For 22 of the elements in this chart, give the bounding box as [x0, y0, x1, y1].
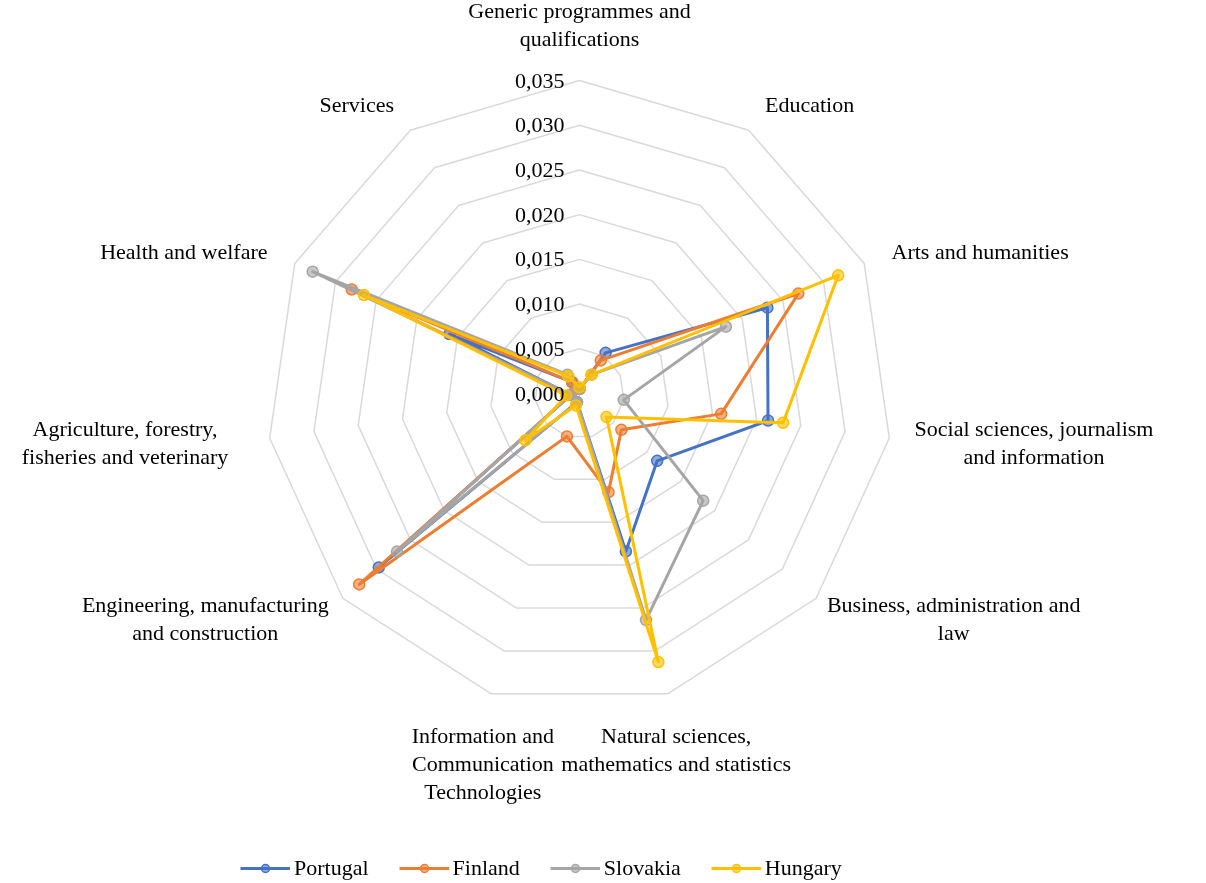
y-tick-label: 0,005 — [515, 335, 565, 361]
y-tick-label: 0,010 — [515, 291, 565, 317]
spoke-label: Education — [764, 92, 855, 118]
spoke-label: Health and welfare — [100, 238, 268, 264]
spoke-label: Agriculture, forestry, fisheries and veterinary — [21, 415, 229, 469]
y-tick-label: 0,030 — [515, 112, 565, 138]
spoke-label: Information and Communication Technologies — [411, 722, 555, 804]
spoke-label: Generic programmes and qualifications — [468, 0, 691, 51]
y-tick-label: 0,035 — [515, 67, 565, 93]
spoke-label: Engineering, manufacturing and construction — [81, 591, 329, 645]
y-tick-label: 0,020 — [515, 201, 565, 227]
legend-label: Slovakia — [603, 855, 681, 881]
spoke-label: Services — [319, 92, 395, 118]
spoke-label: Natural sciences, mathematics and statistics — [561, 722, 792, 776]
spoke-label: Social sciences, journalism and information — [914, 415, 1154, 469]
legend-label: Portugal — [294, 855, 369, 881]
spoke-label: Business, administration and law — [826, 591, 1081, 645]
y-tick-label: 0,025 — [515, 156, 565, 182]
spoke-label: Arts and humanities — [891, 238, 1069, 264]
legend-label: Hungary — [764, 855, 842, 881]
y-tick-label: 0,015 — [515, 246, 565, 272]
legend-label: Finland — [452, 855, 520, 881]
